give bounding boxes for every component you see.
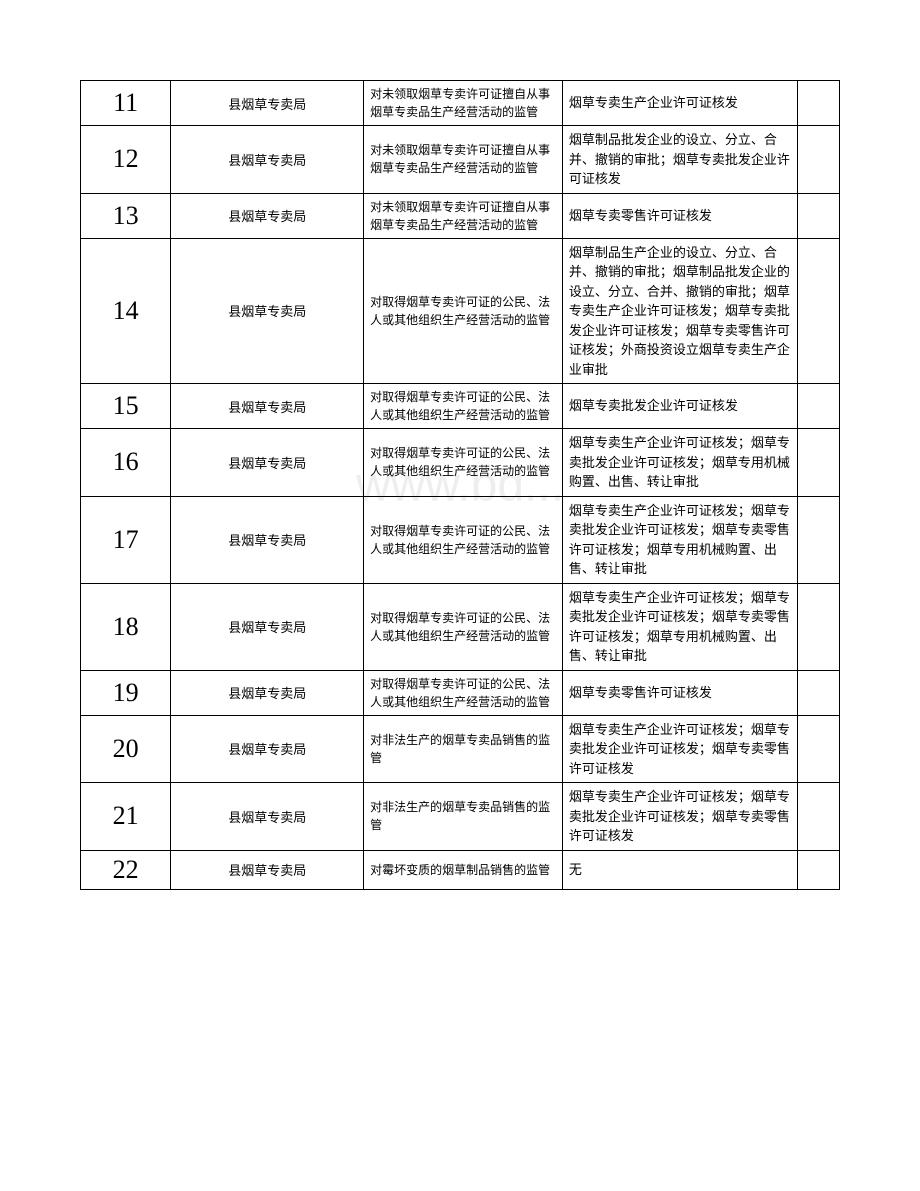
- description2-cell: 无: [562, 850, 797, 889]
- row-number-cell: 15: [81, 384, 171, 429]
- department-cell: 县烟草专卖局: [171, 193, 364, 238]
- description2-cell: 烟草专卖生产企业许可证核发；烟草专卖批发企业许可证核发；烟草专卖零售许可证核发；…: [562, 583, 797, 670]
- description1-cell: 对取得烟草专卖许可证的公民、法人或其他组织生产经营活动的监管: [364, 238, 563, 384]
- department-cell: 县烟草专卖局: [171, 583, 364, 670]
- empty-cell: [797, 670, 839, 715]
- row-number-cell: 12: [81, 126, 171, 194]
- document-page: www.bd... 11县烟草专卖局对未领取烟草专卖许可证擅自从事烟草专卖品生产…: [80, 80, 840, 890]
- table-body: 11县烟草专卖局对未领取烟草专卖许可证擅自从事烟草专卖品生产经营活动的监管烟草专…: [81, 81, 840, 890]
- empty-cell: [797, 583, 839, 670]
- row-number-cell: 16: [81, 429, 171, 497]
- department-cell: 县烟草专卖局: [171, 81, 364, 126]
- row-number-cell: 19: [81, 670, 171, 715]
- table-row: 22县烟草专卖局对霉坏变质的烟草制品销售的监管无: [81, 850, 840, 889]
- row-number-cell: 13: [81, 193, 171, 238]
- table-row: 14县烟草专卖局对取得烟草专卖许可证的公民、法人或其他组织生产经营活动的监管烟草…: [81, 238, 840, 384]
- department-cell: 县烟草专卖局: [171, 126, 364, 194]
- table-row: 21县烟草专卖局对非法生产的烟草专卖品销售的监管烟草专卖生产企业许可证核发；烟草…: [81, 783, 840, 851]
- data-table: 11县烟草专卖局对未领取烟草专卖许可证擅自从事烟草专卖品生产经营活动的监管烟草专…: [80, 80, 840, 890]
- description1-cell: 对霉坏变质的烟草制品销售的监管: [364, 850, 563, 889]
- description2-cell: 烟草专卖批发企业许可证核发: [562, 384, 797, 429]
- department-cell: 县烟草专卖局: [171, 384, 364, 429]
- description1-cell: 对未领取烟草专卖许可证擅自从事烟草专卖品生产经营活动的监管: [364, 126, 563, 194]
- empty-cell: [797, 715, 839, 783]
- description1-cell: 对未领取烟草专卖许可证擅自从事烟草专卖品生产经营活动的监管: [364, 193, 563, 238]
- row-number-cell: 20: [81, 715, 171, 783]
- row-number-cell: 21: [81, 783, 171, 851]
- description2-cell: 烟草专卖生产企业许可证核发；烟草专卖批发企业许可证核发；烟草专卖零售许可证核发: [562, 783, 797, 851]
- department-cell: 县烟草专卖局: [171, 850, 364, 889]
- empty-cell: [797, 238, 839, 384]
- empty-cell: [797, 850, 839, 889]
- empty-cell: [797, 496, 839, 583]
- description1-cell: 对非法生产的烟草专卖品销售的监管: [364, 715, 563, 783]
- row-number-cell: 14: [81, 238, 171, 384]
- description1-cell: 对非法生产的烟草专卖品销售的监管: [364, 783, 563, 851]
- empty-cell: [797, 193, 839, 238]
- empty-cell: [797, 783, 839, 851]
- table-row: 15县烟草专卖局对取得烟草专卖许可证的公民、法人或其他组织生产经营活动的监管烟草…: [81, 384, 840, 429]
- department-cell: 县烟草专卖局: [171, 429, 364, 497]
- department-cell: 县烟草专卖局: [171, 496, 364, 583]
- row-number-cell: 11: [81, 81, 171, 126]
- table-row: 11县烟草专卖局对未领取烟草专卖许可证擅自从事烟草专卖品生产经营活动的监管烟草专…: [81, 81, 840, 126]
- description2-cell: 烟草专卖零售许可证核发: [562, 670, 797, 715]
- department-cell: 县烟草专卖局: [171, 670, 364, 715]
- description2-cell: 烟草专卖生产企业许可证核发: [562, 81, 797, 126]
- table-row: 19县烟草专卖局对取得烟草专卖许可证的公民、法人或其他组织生产经营活动的监管烟草…: [81, 670, 840, 715]
- description1-cell: 对未领取烟草专卖许可证擅自从事烟草专卖品生产经营活动的监管: [364, 81, 563, 126]
- empty-cell: [797, 429, 839, 497]
- table-row: 17县烟草专卖局对取得烟草专卖许可证的公民、法人或其他组织生产经营活动的监管烟草…: [81, 496, 840, 583]
- empty-cell: [797, 384, 839, 429]
- description2-cell: 烟草专卖生产企业许可证核发；烟草专卖批发企业许可证核发；烟草专卖零售许可证核发；…: [562, 496, 797, 583]
- row-number-cell: 22: [81, 850, 171, 889]
- row-number-cell: 18: [81, 583, 171, 670]
- description2-cell: 烟草专卖零售许可证核发: [562, 193, 797, 238]
- description2-cell: 烟草制品批发企业的设立、分立、合并、撤销的审批；烟草专卖批发企业许可证核发: [562, 126, 797, 194]
- table-row: 20县烟草专卖局对非法生产的烟草专卖品销售的监管烟草专卖生产企业许可证核发；烟草…: [81, 715, 840, 783]
- description1-cell: 对取得烟草专卖许可证的公民、法人或其他组织生产经营活动的监管: [364, 384, 563, 429]
- table-row: 16县烟草专卖局对取得烟草专卖许可证的公民、法人或其他组织生产经营活动的监管烟草…: [81, 429, 840, 497]
- department-cell: 县烟草专卖局: [171, 783, 364, 851]
- department-cell: 县烟草专卖局: [171, 715, 364, 783]
- empty-cell: [797, 126, 839, 194]
- table-row: 13县烟草专卖局对未领取烟草专卖许可证擅自从事烟草专卖品生产经营活动的监管烟草专…: [81, 193, 840, 238]
- table-row: 12县烟草专卖局对未领取烟草专卖许可证擅自从事烟草专卖品生产经营活动的监管烟草制…: [81, 126, 840, 194]
- description1-cell: 对取得烟草专卖许可证的公民、法人或其他组织生产经营活动的监管: [364, 496, 563, 583]
- department-cell: 县烟草专卖局: [171, 238, 364, 384]
- empty-cell: [797, 81, 839, 126]
- description1-cell: 对取得烟草专卖许可证的公民、法人或其他组织生产经营活动的监管: [364, 670, 563, 715]
- description1-cell: 对取得烟草专卖许可证的公民、法人或其他组织生产经营活动的监管: [364, 583, 563, 670]
- description2-cell: 烟草专卖生产企业许可证核发；烟草专卖批发企业许可证核发；烟草专卖零售许可证核发: [562, 715, 797, 783]
- description2-cell: 烟草专卖生产企业许可证核发；烟草专卖批发企业许可证核发；烟草专用机械购置、出售、…: [562, 429, 797, 497]
- description1-cell: 对取得烟草专卖许可证的公民、法人或其他组织生产经营活动的监管: [364, 429, 563, 497]
- table-row: 18县烟草专卖局对取得烟草专卖许可证的公民、法人或其他组织生产经营活动的监管烟草…: [81, 583, 840, 670]
- row-number-cell: 17: [81, 496, 171, 583]
- description2-cell: 烟草制品生产企业的设立、分立、合并、撤销的审批；烟草制品批发企业的设立、分立、合…: [562, 238, 797, 384]
